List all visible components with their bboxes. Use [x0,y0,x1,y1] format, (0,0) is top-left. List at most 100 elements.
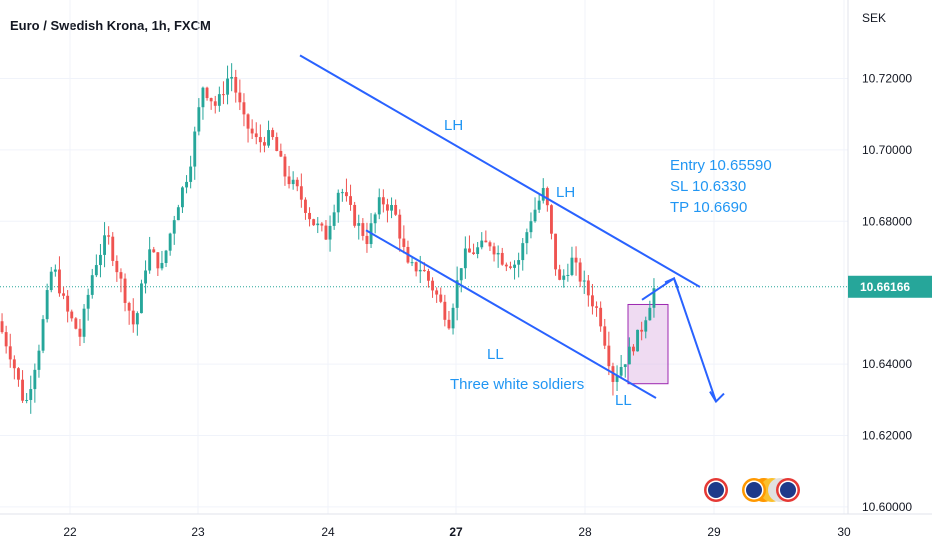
candle-body [103,235,106,255]
candle-body [652,288,656,308]
candle-body [234,76,238,93]
sl-label: SL 10.6330 [670,178,746,195]
candle-body [484,240,488,243]
candle-body [468,248,471,253]
y-tick-label: 10.64000 [862,357,912,371]
chart-title: Euro / Swedish Krona, 1h, FXCM [10,18,211,33]
eu-flag-icon[interactable] [704,478,728,502]
candle-body [623,364,627,367]
candle-body [410,262,414,264]
candle-body [29,389,33,400]
x-tick-label: 27 [449,525,463,539]
candle-body [135,313,139,325]
x-tick-label: 28 [578,525,592,539]
ll-label-2: LL [615,392,632,409]
candle-body [41,319,45,351]
candle-body [185,181,188,188]
candle-body [500,252,504,265]
candle-body [53,269,57,272]
candle-body [517,260,521,265]
y-tick-label: 10.72000 [862,72,912,86]
candle-body [119,272,123,279]
candle-body [45,290,49,320]
candle-body [66,295,70,312]
candle-body [472,252,475,255]
candle-body [144,270,147,284]
horizontal-grid [0,78,848,508]
candle-body [4,332,8,347]
currency-label: SEK [862,11,887,25]
candle-body [156,252,160,269]
candle-body [193,131,197,167]
candle-body [58,269,61,294]
candle-body [595,306,598,308]
eu-flag-icon[interactable] [742,478,800,502]
candle-body [230,76,234,79]
candle-body [17,368,20,380]
candle-body [463,248,467,269]
candle-body [213,101,217,106]
candle-body [62,293,65,296]
channel-lower-line [365,229,657,399]
candle-body [365,235,369,245]
candle-body [361,223,365,236]
candle-body [226,78,229,95]
candle-body [451,307,455,329]
price-axis[interactable]: 10.72000 10.70000 10.68000 10.64000 10.62000… [862,72,912,514]
candle-body [603,326,607,346]
candle-body [332,212,336,226]
candle-body [283,156,287,177]
candle-body [254,133,258,138]
candle-body [340,192,344,194]
candle-body [295,179,299,187]
candle-body [70,311,74,319]
candle-body [0,321,4,333]
candle-body [304,199,307,213]
trade-box [627,303,669,385]
time-axis[interactable]: 22 23 24 27 28 29 30 [63,525,851,539]
candle-body [291,179,295,185]
candle-body [545,188,549,206]
pattern-label: Three white soldiers [450,376,584,393]
candle-body [431,280,434,291]
candle-body [578,262,582,282]
lh-label-2: LH [556,184,575,201]
candle-body [607,345,611,367]
economic-events[interactable] [704,478,800,502]
candle-body [459,268,463,281]
candle-body [496,252,500,255]
candle-body [427,271,430,281]
candle-body [402,238,406,247]
candle-body [90,275,94,295]
candle-body [566,274,570,276]
x-tick-label: 30 [837,525,851,539]
candle-body [435,290,439,295]
candle-body [205,87,209,99]
y-tick-label: 10.62000 [862,428,912,442]
projection-arrow-down [709,391,725,404]
candle-body [324,225,328,240]
candle-body [287,176,291,185]
candle-body [455,280,459,308]
candle-body [197,107,201,132]
candle-body [238,92,242,103]
candle-body [349,196,352,205]
candle-body [381,197,385,205]
candle-body [115,260,119,273]
candle-body [74,318,78,329]
candle-body [21,379,24,401]
candle-body [373,214,377,224]
candle-body [591,295,594,307]
candle-body [640,329,644,332]
candle-body [439,294,443,302]
candle-body [443,301,447,320]
candle-body [619,366,623,376]
candle-body [615,375,619,382]
candle-body [201,87,205,108]
candle-body [189,166,193,182]
projection-arrow-up [664,277,679,289]
candle-body [222,94,225,96]
candle-body [632,346,635,352]
y-tick-label: 10.68000 [862,214,912,228]
